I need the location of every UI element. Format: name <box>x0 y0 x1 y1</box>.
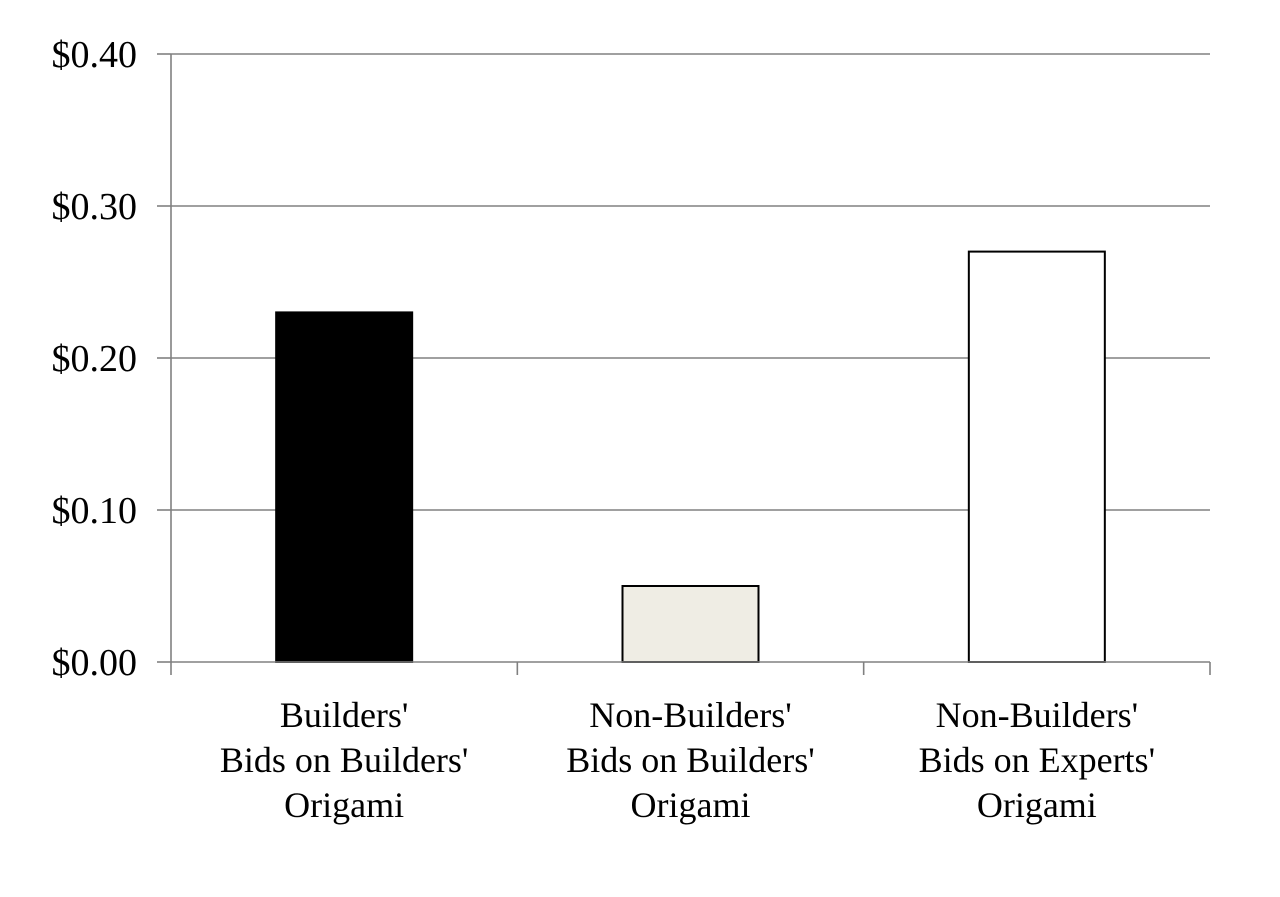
x-category-label: Bids on Builders' <box>566 740 815 780</box>
x-category-label: Origami <box>631 785 751 825</box>
y-tick-label: $0.10 <box>52 490 138 532</box>
bar <box>275 311 414 663</box>
bar <box>967 250 1106 663</box>
y-tick-label: $0.20 <box>52 338 138 380</box>
y-axis-tick-labels: $0.00 $0.10 $0.20 $0.30 $0.40 <box>52 34 138 684</box>
x-category-label: Bids on Builders' <box>220 740 469 780</box>
x-category-label: Builders' <box>280 695 408 735</box>
bar <box>621 585 760 663</box>
bars <box>275 250 1106 663</box>
x-category-label: Origami <box>284 785 404 825</box>
x-axis-category-labels: Builders' Bids on Builders' Origami Non-Bui… <box>220 695 1155 825</box>
x-category-label: Non-Builders' <box>936 695 1138 735</box>
axes <box>157 53 1211 675</box>
x-category-label: Non-Builders' <box>589 695 791 735</box>
y-tick-label: $0.00 <box>52 642 138 684</box>
y-tick-label: $0.30 <box>52 186 138 228</box>
x-category-label: Bids on Experts' <box>919 740 1155 780</box>
x-category-label: Origami <box>977 785 1097 825</box>
y-tick-label: $0.40 <box>52 34 138 76</box>
